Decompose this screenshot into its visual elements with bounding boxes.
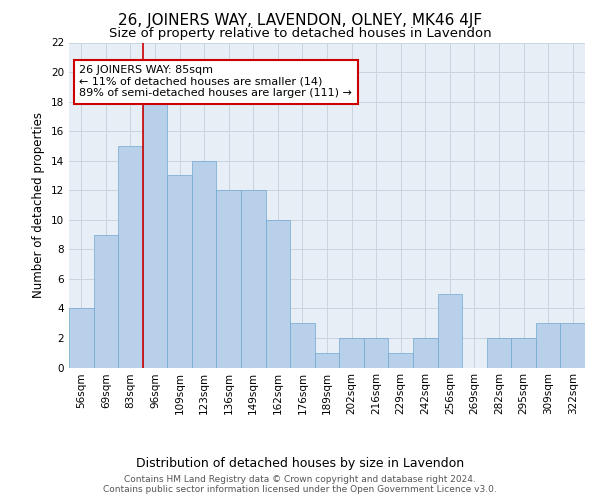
Bar [315,352,339,368]
Bar [364,338,388,368]
Bar [217,190,241,368]
Bar [487,338,511,368]
Text: Size of property relative to detached houses in Lavendon: Size of property relative to detached ho… [109,28,491,40]
Bar [94,234,118,368]
Text: 26 JOINERS WAY: 85sqm
← 11% of detached houses are smaller (14)
89% of semi-deta: 26 JOINERS WAY: 85sqm ← 11% of detached … [79,65,352,98]
Bar [69,308,94,368]
Bar [241,190,266,368]
Bar [167,176,192,368]
Bar [511,338,536,368]
Bar [118,146,143,368]
Bar [536,323,560,368]
Bar [192,160,217,368]
Bar [388,352,413,368]
Bar [413,338,437,368]
Bar [560,323,585,368]
Text: Distribution of detached houses by size in Lavendon: Distribution of detached houses by size … [136,458,464,470]
Bar [290,323,315,368]
Text: 26, JOINERS WAY, LAVENDON, OLNEY, MK46 4JF: 26, JOINERS WAY, LAVENDON, OLNEY, MK46 4… [118,12,482,28]
Text: Contains HM Land Registry data © Crown copyright and database right 2024.
Contai: Contains HM Land Registry data © Crown c… [103,474,497,494]
Bar [339,338,364,368]
Y-axis label: Number of detached properties: Number of detached properties [32,112,46,298]
Bar [437,294,462,368]
Bar [266,220,290,368]
Bar [143,102,167,368]
